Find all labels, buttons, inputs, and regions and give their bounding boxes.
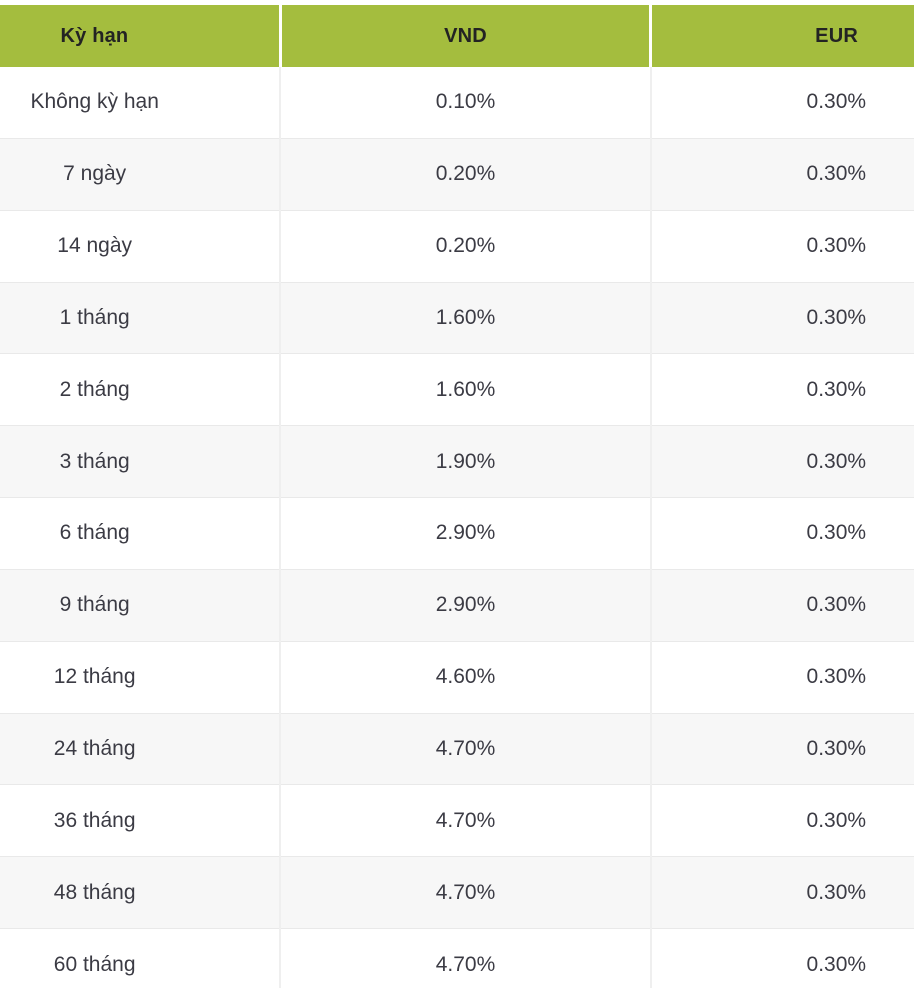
- table-row: 2 tháng 1.60% 0.30%: [0, 353, 914, 426]
- term-cell: Không kỳ hạn: [0, 67, 281, 139]
- eur-rate-cell: 0.30%: [649, 281, 914, 354]
- eur-rate-cell: 0.30%: [649, 640, 914, 714]
- term-cell: 24 tháng: [0, 712, 281, 785]
- eur-rate-cell: 0.30%: [649, 856, 914, 929]
- table-row: 48 tháng 4.70% 0.30%: [0, 856, 914, 929]
- table-body: Không kỳ hạn 0.10% 0.30% 7 ngày 0.20% 0.…: [0, 67, 914, 988]
- term-cell: 1 tháng: [0, 281, 281, 354]
- vnd-rate-cell: 1.60%: [279, 281, 651, 354]
- eur-rate-cell: 0.30%: [649, 712, 914, 785]
- eur-rate-cell: 0.30%: [649, 784, 914, 857]
- term-cell: 9 tháng: [0, 568, 281, 642]
- eur-rate-cell: 0.30%: [649, 497, 914, 570]
- vnd-rate-cell: 4.70%: [279, 928, 651, 988]
- term-cell: 60 tháng: [0, 928, 281, 988]
- column-header-vnd: VND: [278, 5, 651, 67]
- term-cell: 12 tháng: [0, 640, 281, 714]
- column-header-eur: EUR: [649, 5, 914, 67]
- table-row: 12 tháng 4.60% 0.30%: [0, 640, 914, 714]
- vnd-rate-cell: 2.90%: [279, 568, 651, 642]
- vnd-rate-cell: 4.60%: [279, 640, 651, 714]
- term-cell: 2 tháng: [0, 353, 281, 426]
- term-cell: 36 tháng: [0, 784, 281, 857]
- table-row: 9 tháng 2.90% 0.30%: [0, 568, 914, 642]
- table-row: 36 tháng 4.70% 0.30%: [0, 784, 914, 857]
- vnd-rate-cell: 4.70%: [279, 856, 651, 929]
- eur-rate-cell: 0.30%: [649, 67, 914, 139]
- interest-rate-table: Kỳ hạn VND EUR Không kỳ hạn 0.10% 0.30% …: [0, 5, 914, 988]
- vnd-rate-cell: 4.70%: [279, 712, 651, 785]
- table-row: 6 tháng 2.90% 0.30%: [0, 497, 914, 570]
- table-row: Không kỳ hạn 0.10% 0.30%: [0, 67, 914, 139]
- vnd-rate-cell: 2.90%: [279, 497, 651, 570]
- table-row: 7 ngày 0.20% 0.30%: [0, 137, 914, 211]
- vnd-rate-cell: 0.10%: [279, 67, 651, 139]
- table-row: 60 tháng 4.70% 0.30%: [0, 928, 914, 988]
- term-cell: 6 tháng: [0, 497, 281, 570]
- table-row: 24 tháng 4.70% 0.30%: [0, 712, 914, 785]
- eur-rate-cell: 0.30%: [649, 209, 914, 283]
- table-row: 3 tháng 1.90% 0.30%: [0, 425, 914, 498]
- eur-rate-cell: 0.30%: [649, 353, 914, 426]
- term-cell: 3 tháng: [0, 425, 281, 498]
- column-header-term: Kỳ hạn: [0, 5, 281, 67]
- term-cell: 7 ngày: [0, 137, 281, 211]
- eur-rate-cell: 0.30%: [649, 425, 914, 498]
- vnd-rate-cell: 1.60%: [279, 353, 651, 426]
- eur-rate-cell: 0.30%: [649, 137, 914, 211]
- vnd-rate-cell: 0.20%: [279, 137, 651, 211]
- table-row: 14 ngày 0.20% 0.30%: [0, 209, 914, 283]
- term-cell: 48 tháng: [0, 856, 281, 929]
- term-cell: 14 ngày: [0, 209, 281, 283]
- header-row: Kỳ hạn VND EUR: [0, 5, 914, 67]
- vnd-rate-cell: 4.70%: [279, 784, 651, 857]
- eur-rate-cell: 0.30%: [649, 568, 914, 642]
- vnd-rate-cell: 1.90%: [279, 425, 651, 498]
- vnd-rate-cell: 0.20%: [279, 209, 651, 283]
- table-header: Kỳ hạn VND EUR: [0, 5, 914, 67]
- eur-rate-cell: 0.30%: [649, 928, 914, 988]
- table-row: 1 tháng 1.60% 0.30%: [0, 281, 914, 354]
